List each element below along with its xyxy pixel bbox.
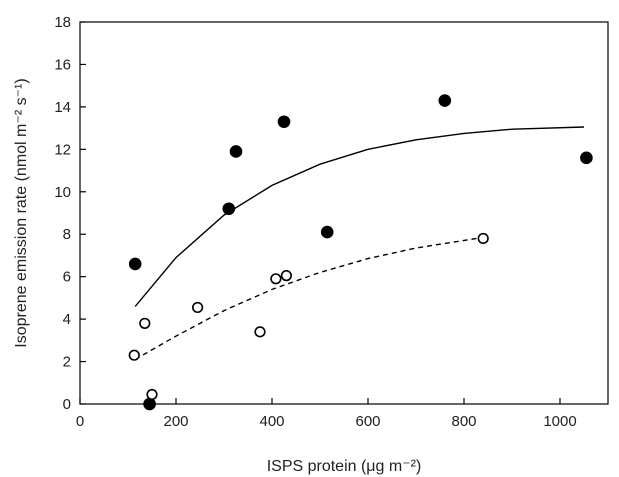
data-point-open	[270, 273, 282, 285]
y-tick-label: 10	[54, 184, 71, 201]
y-tick-label: 18	[54, 14, 71, 31]
axis-ticks: 0 200 400 600 800 1000 0 2 4 6 8 10 12 14 16 18	[54, 14, 576, 430]
data-point-filled	[128, 257, 142, 271]
y-tick-label: 16	[54, 56, 71, 73]
y-tick-label: 8	[63, 226, 71, 243]
data-point-open	[254, 326, 266, 338]
x-tick-label: 200	[163, 413, 188, 430]
fit-curves	[134, 126, 585, 361]
y-tick-label: 0	[63, 396, 71, 413]
data-point-filled	[143, 397, 156, 411]
y-axis-title: Isoprene emission rate (nmol m⁻² s⁻¹)	[13, 78, 30, 347]
y-tick-label: 6	[63, 269, 71, 286]
data-points	[128, 94, 593, 411]
data-point-filled	[222, 202, 236, 216]
x-tick-label: 1000	[543, 413, 576, 430]
y-tick-label: 14	[54, 99, 71, 116]
y-tick-label: 2	[63, 354, 71, 371]
fit-curve-solid	[134, 126, 585, 307]
data-point-open	[139, 317, 151, 329]
plot-frame	[79, 21, 609, 405]
data-point-open	[280, 270, 293, 282]
y-tick-label: 12	[54, 141, 71, 158]
data-point-filled	[229, 145, 243, 158]
data-point-open	[128, 349, 140, 361]
data-point-filled	[320, 225, 334, 239]
data-point-open	[192, 301, 204, 314]
x-tick-label: 800	[451, 413, 476, 430]
data-point-open	[477, 232, 489, 245]
x-tick-label: 0	[76, 413, 84, 430]
data-point-filled	[277, 115, 291, 129]
data-point-filled	[580, 151, 593, 165]
x-axis-title: ISPS protein (μg m⁻²)	[267, 458, 422, 475]
x-tick-label: 400	[259, 413, 284, 430]
data-point-filled	[438, 94, 452, 107]
fit-curve-dashed	[134, 236, 484, 361]
y-tick-label: 4	[63, 311, 71, 328]
data-point-open	[146, 388, 158, 401]
x-tick-label: 600	[355, 413, 380, 430]
